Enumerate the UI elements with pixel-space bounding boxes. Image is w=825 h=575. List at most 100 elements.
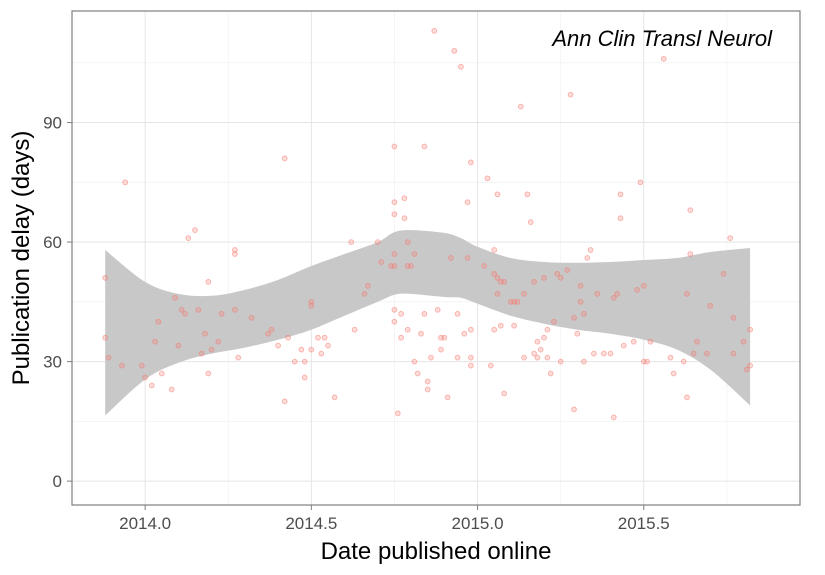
data-point (557, 358, 564, 365)
data-point (727, 235, 734, 241)
data-point (567, 91, 574, 98)
data-point (208, 346, 215, 353)
data-points (102, 28, 753, 421)
data-point (551, 318, 557, 325)
data-point (620, 342, 627, 349)
data-point (205, 370, 212, 377)
data-point (391, 263, 398, 269)
data-point (298, 346, 305, 353)
confidence-band-area (105, 230, 751, 416)
data-point (640, 283, 647, 289)
x-tick-label: 2015.0 (452, 514, 504, 533)
data-point (577, 298, 584, 305)
data-point (391, 251, 398, 257)
data-point (531, 279, 537, 285)
data-point (414, 370, 421, 377)
data-point (138, 362, 145, 369)
data-point (102, 334, 109, 341)
data-point (687, 251, 694, 257)
data-point (105, 354, 112, 361)
panel-border (71, 10, 801, 506)
data-point (404, 239, 411, 245)
data-point (401, 195, 408, 202)
data-point (195, 306, 202, 313)
data-point (424, 386, 431, 393)
data-point (315, 334, 321, 341)
data-point (198, 350, 205, 357)
smooth-confidence-band (105, 230, 751, 416)
data-point (331, 394, 338, 401)
data-point (517, 103, 524, 110)
data-point (501, 390, 507, 397)
data-point (102, 275, 109, 281)
data-point (441, 334, 448, 341)
data-point (325, 342, 331, 349)
data-point (564, 267, 571, 273)
y-tick-label: 90 (43, 114, 62, 133)
data-point (454, 310, 461, 317)
data-point (577, 283, 584, 289)
data-point (192, 227, 198, 233)
data-point (690, 350, 697, 357)
x-tick-label: 2014.0 (119, 514, 171, 533)
data-point (554, 271, 561, 277)
data-point (158, 370, 165, 377)
data-point (391, 199, 398, 206)
data-point (308, 346, 315, 353)
data-point (215, 338, 222, 345)
data-point (122, 179, 129, 186)
data-point (660, 55, 667, 62)
data-point (587, 247, 594, 253)
data-point (172, 294, 178, 301)
data-point (581, 310, 587, 317)
data-point (394, 410, 401, 417)
data-point (365, 283, 371, 289)
data-point (534, 354, 541, 361)
data-point (374, 239, 381, 245)
data-point (421, 310, 428, 317)
data-point (644, 358, 650, 365)
data-point (557, 275, 564, 281)
data-point (704, 350, 710, 357)
data-point (391, 211, 398, 218)
data-point (571, 406, 577, 413)
data-point (634, 287, 640, 293)
data-point (464, 255, 471, 261)
data-point (610, 294, 617, 301)
data-point (404, 326, 411, 333)
x-axis-label: Date published online (321, 538, 552, 565)
data-point (421, 143, 428, 150)
data-point (594, 291, 601, 297)
data-point (348, 239, 355, 245)
data-point (647, 338, 654, 345)
data-point (285, 334, 291, 341)
data-point (544, 354, 551, 361)
data-point (747, 326, 753, 333)
data-point (401, 215, 408, 222)
data-point (468, 362, 474, 369)
data-point (487, 362, 494, 369)
data-point (205, 279, 212, 285)
y-tick-label: 60 (43, 233, 62, 252)
data-point (617, 215, 624, 222)
data-point (318, 350, 325, 357)
data-point (182, 310, 188, 317)
data-point (630, 338, 637, 345)
data-point (541, 275, 547, 281)
data-point (321, 334, 328, 341)
data-point (235, 354, 242, 361)
data-point (301, 358, 308, 365)
data-point (610, 414, 617, 421)
data-point (398, 334, 404, 341)
data-point (202, 330, 208, 337)
data-point (667, 354, 674, 361)
data-point (448, 255, 454, 261)
data-point (617, 191, 624, 198)
data-point (497, 322, 504, 329)
data-point (265, 330, 271, 337)
data-point (747, 362, 753, 369)
data-point (521, 354, 527, 361)
data-point (458, 63, 464, 70)
data-point (491, 247, 498, 253)
